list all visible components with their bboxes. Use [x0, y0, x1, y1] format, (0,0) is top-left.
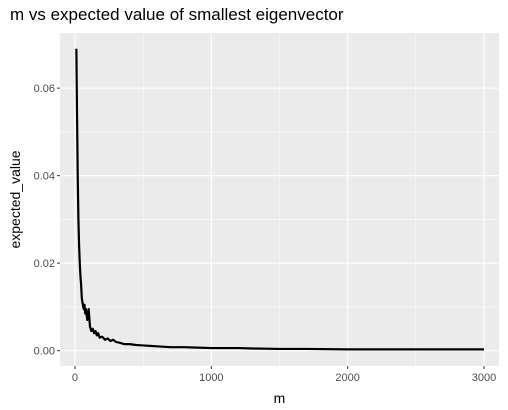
- y-axis: 0.00 0.02 0.04 0.06: [34, 83, 60, 358]
- major-gridlines: [60, 33, 499, 366]
- x-tick-label: 3000: [472, 372, 496, 384]
- y-tick-label: 0.06: [34, 83, 55, 95]
- y-tick-label: 0.04: [34, 171, 55, 183]
- y-tick-label: 0.02: [34, 258, 55, 270]
- x-tick-label: 2000: [335, 372, 359, 384]
- y-tick-label: 0.00: [34, 346, 55, 358]
- data-line: [75, 48, 484, 351]
- chart-title: m vs expected value of smallest eigenvec…: [10, 5, 344, 24]
- x-axis: 0 1000 2000 3000: [72, 366, 496, 384]
- x-tick-label: 1000: [199, 372, 223, 384]
- y-axis-label: expected_value: [7, 150, 23, 248]
- x-tick-label: 0: [72, 372, 78, 384]
- x-axis-label: m: [274, 390, 286, 406]
- minor-gridlines: [60, 33, 499, 366]
